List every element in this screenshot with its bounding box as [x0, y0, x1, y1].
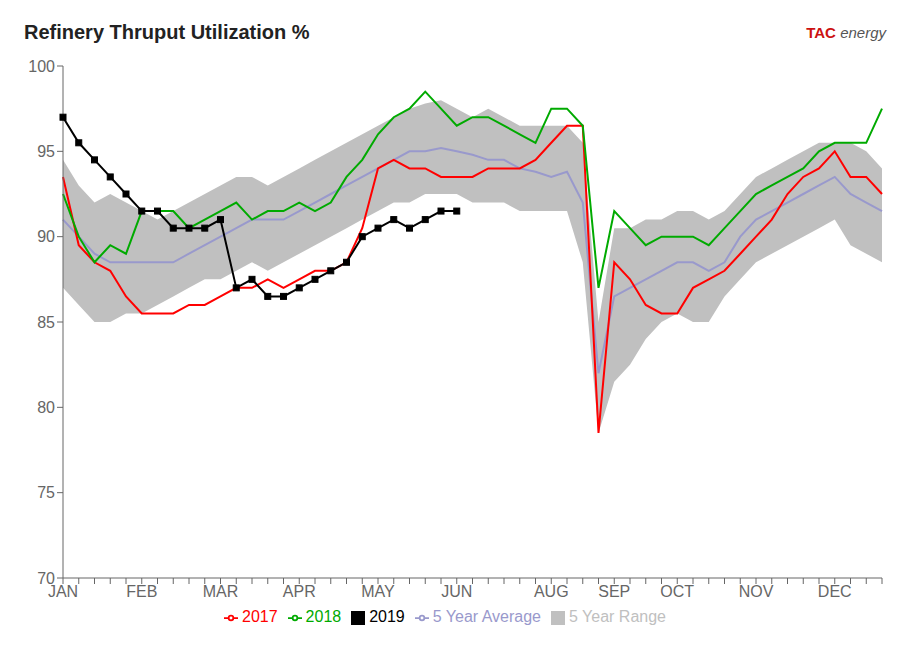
html-text:2018: 2018: [305, 608, 342, 625]
html-text:5 Year Range: 5 Year Range: [569, 608, 666, 625]
svg-text:95: 95: [37, 143, 55, 160]
svg-text:AUG: AUG: [534, 583, 569, 600]
html-text:2017: 2017: [242, 608, 278, 625]
svg-text:NOV: NOV: [739, 583, 774, 600]
svg-text:80: 80: [37, 399, 55, 416]
svg-text:DEC: DEC: [818, 583, 852, 600]
svg-text:90: 90: [37, 228, 55, 245]
html-text:2019: 2019: [369, 608, 405, 625]
svg-text:MAY: MAY: [361, 583, 395, 600]
svg-text:75: 75: [37, 484, 55, 501]
svg-text:100: 100: [28, 58, 55, 75]
svg-text:85: 85: [37, 314, 55, 331]
svg-text:APR: APR: [283, 583, 316, 600]
html-text:5 Year Average: 5 Year Average: [432, 608, 541, 625]
svg-text:JUN: JUN: [441, 583, 472, 600]
html-text:TAC energy: TAC energy: [806, 23, 886, 41]
html-text:Refinery Thruput Utilization %: Refinery Thruput Utilization %: [24, 20, 310, 43]
svg-text:JAN: JAN: [47, 583, 79, 601]
svg-text:70: 70: [37, 570, 55, 587]
svg-text:MAR: MAR: [203, 583, 239, 600]
svg-text:OCT: OCT: [660, 583, 694, 600]
svg-text:FEB: FEB: [126, 583, 157, 600]
svg-text:SEP: SEP: [598, 583, 630, 600]
